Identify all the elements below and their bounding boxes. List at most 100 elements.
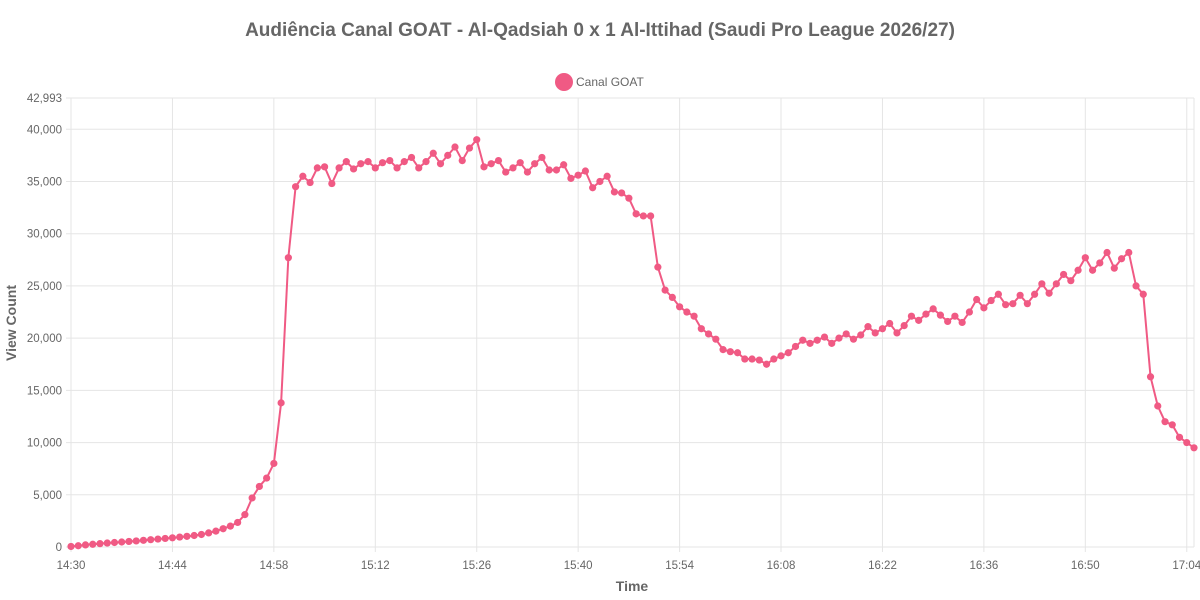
data-point[interactable] [813, 336, 821, 344]
data-point[interactable] [487, 160, 495, 168]
data-point[interactable] [784, 349, 792, 357]
data-point[interactable] [234, 518, 242, 527]
data-point[interactable] [871, 329, 879, 337]
data-point[interactable] [581, 167, 590, 175]
data-point[interactable] [690, 312, 698, 320]
data-point[interactable] [270, 459, 278, 468]
data-point[interactable] [248, 494, 256, 502]
data-point[interactable] [465, 144, 474, 152]
data-point[interactable] [762, 360, 771, 368]
data-point[interactable] [212, 527, 220, 535]
data-point[interactable] [820, 333, 829, 341]
data-point[interactable] [284, 254, 292, 262]
data-point[interactable] [596, 177, 604, 186]
data-point[interactable] [1110, 264, 1118, 272]
data-point[interactable] [1016, 291, 1024, 299]
data-point[interactable] [639, 212, 647, 220]
data-point[interactable] [132, 537, 140, 545]
data-point[interactable] [893, 329, 901, 337]
data-point[interactable] [125, 537, 133, 546]
data-point[interactable] [480, 163, 488, 171]
data-point[interactable] [364, 158, 372, 166]
data-point[interactable] [951, 312, 959, 320]
data-point[interactable] [139, 536, 148, 544]
data-point[interactable] [1154, 402, 1162, 410]
data-point[interactable] [429, 149, 437, 157]
data-point[interactable] [929, 305, 937, 313]
data-point[interactable] [915, 316, 923, 324]
data-point[interactable] [89, 540, 97, 548]
data-point[interactable] [197, 530, 206, 539]
data-point[interactable] [386, 156, 394, 165]
data-point[interactable] [712, 335, 720, 343]
data-point[interactable] [183, 532, 191, 540]
data-point[interactable] [161, 534, 169, 543]
data-point[interactable] [328, 179, 336, 188]
data-point[interactable] [436, 160, 445, 168]
data-point[interactable] [922, 310, 930, 318]
data-point[interactable] [1045, 289, 1053, 297]
data-point[interactable] [502, 168, 510, 176]
data-point[interactable] [886, 319, 894, 328]
data-point[interactable] [647, 212, 655, 220]
data-point[interactable] [835, 334, 843, 342]
legend[interactable]: Canal GOAT [555, 73, 644, 91]
data-point[interactable] [96, 540, 104, 548]
data-point[interactable] [190, 531, 198, 540]
data-point[interactable] [306, 178, 314, 187]
data-point[interactable] [936, 311, 945, 319]
data-point[interactable] [589, 184, 597, 192]
data-point[interactable] [313, 164, 321, 172]
data-point[interactable] [1183, 438, 1191, 447]
data-point[interactable] [335, 164, 343, 172]
data-point[interactable] [842, 330, 850, 338]
data-point[interactable] [538, 153, 546, 162]
data-point[interactable] [1168, 421, 1176, 429]
data-point[interactable] [1002, 301, 1010, 309]
data-point[interactable] [864, 323, 872, 331]
data-point[interactable] [973, 295, 981, 304]
data-point[interactable] [509, 164, 517, 172]
data-point[interactable] [371, 164, 379, 172]
data-point[interactable] [226, 522, 234, 530]
data-point[interactable] [1052, 280, 1060, 288]
data-point[interactable] [1074, 266, 1082, 274]
data-point[interactable] [733, 349, 742, 357]
data-point[interactable] [1175, 433, 1184, 441]
data-point[interactable] [444, 151, 452, 159]
data-point[interactable] [603, 172, 611, 180]
data-point[interactable] [531, 160, 539, 168]
data-point[interactable] [342, 158, 350, 166]
data-point[interactable] [1146, 373, 1155, 381]
data-point[interactable] [1059, 270, 1068, 279]
data-point[interactable] [574, 171, 582, 179]
data-point[interactable] [806, 339, 814, 347]
data-point[interactable] [205, 529, 213, 537]
data-point[interactable] [349, 165, 358, 173]
data-point[interactable] [1088, 266, 1097, 274]
data-point[interactable] [1081, 254, 1089, 262]
data-point[interactable] [741, 355, 749, 363]
data-point[interactable] [1103, 248, 1111, 257]
data-point[interactable] [857, 331, 865, 339]
data-point[interactable] [263, 474, 271, 482]
data-point[interactable] [654, 263, 662, 271]
data-point[interactable] [81, 541, 90, 549]
data-point[interactable] [393, 164, 401, 172]
data-point[interactable] [299, 172, 307, 180]
data-point[interactable] [118, 538, 126, 546]
data-point[interactable] [458, 156, 466, 165]
data-point[interactable] [523, 168, 532, 176]
data-point[interactable] [632, 210, 640, 218]
data-point[interactable] [987, 296, 995, 305]
data-point[interactable] [719, 346, 727, 354]
data-point[interactable] [407, 153, 416, 162]
data-point[interactable] [661, 286, 669, 294]
data-point[interactable] [74, 542, 82, 550]
data-point[interactable] [357, 160, 365, 168]
data-point[interactable] [552, 166, 561, 174]
data-point[interactable] [415, 164, 423, 172]
data-point[interactable] [1067, 277, 1075, 285]
data-point[interactable] [994, 290, 1002, 298]
data-point[interactable] [610, 188, 618, 196]
